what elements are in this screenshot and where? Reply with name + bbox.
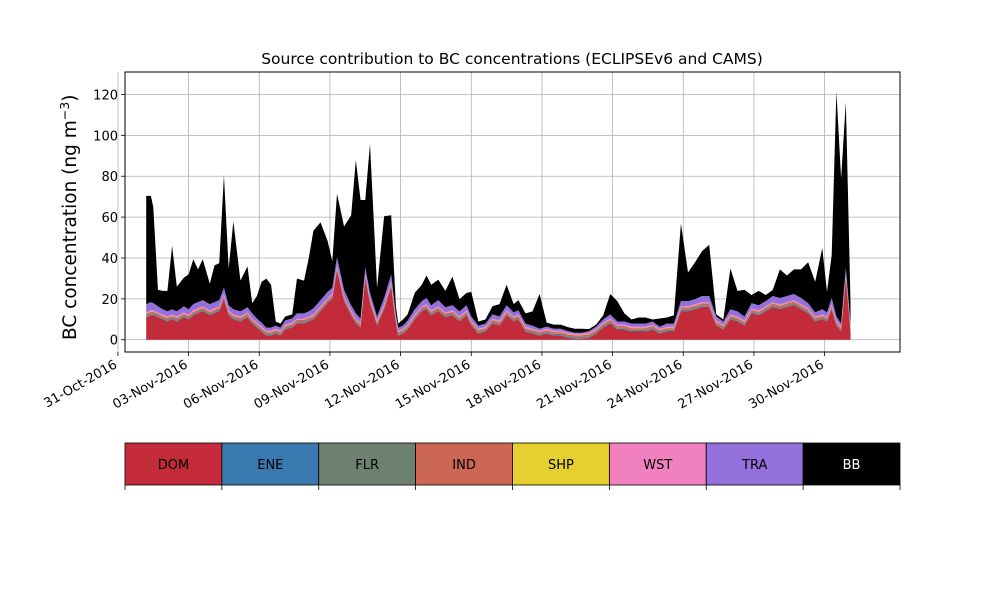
y-axis-ticks: 0 20 40 60 80 100 120: [93, 88, 125, 349]
area-flr: [146, 268, 851, 339]
y-tick-label: 60: [101, 211, 118, 226]
area-dom: [146, 270, 851, 340]
y-tick-label: 120: [93, 88, 118, 103]
area-wst: [146, 265, 851, 336]
legend-swatch-flr: [318, 442, 417, 486]
legend-label-ene: ENE: [257, 458, 283, 473]
legend-swatch-wst: [608, 442, 707, 486]
legend-swatch-ene: [221, 442, 320, 486]
area-tra: [146, 257, 851, 334]
legend-colorbar: DOM ENE FLR IND SHP WST TRA BB: [124, 442, 901, 490]
legend-swatch-shp: [512, 442, 610, 486]
legend-swatch-tra: [705, 442, 804, 486]
area-ene: [146, 269, 851, 339]
y-tick-label: 100: [93, 129, 118, 144]
legend-label-dom: DOM: [158, 458, 189, 473]
y-tick-label: 40: [101, 252, 118, 267]
legend-label-wst: WST: [643, 458, 672, 473]
legend-swatch-bb: [802, 442, 901, 486]
legend-label-ind: IND: [452, 458, 476, 473]
stacked-areas: [146, 91, 851, 340]
plot-frame: [124, 71, 901, 353]
chart-title: Source contribution to BC concentrations…: [261, 50, 763, 68]
legend-label-tra: TRA: [741, 458, 767, 473]
y-axis-label: BC concentration (ng m−3): [57, 95, 81, 340]
legend-label-shp: SHP: [548, 458, 574, 473]
legend-swatch-dom: [124, 442, 223, 486]
legend-swatch-ind: [415, 442, 513, 486]
y-tick-label: 0: [110, 334, 118, 349]
area-ind: [146, 266, 851, 337]
area-bb: [146, 91, 851, 333]
area-shp: [146, 266, 851, 336]
legend-label-bb: BB: [843, 458, 861, 473]
y-tick-label: 20: [101, 293, 118, 308]
y-tick-label: 80: [101, 170, 118, 185]
legend-label-flr: FLR: [355, 458, 379, 473]
